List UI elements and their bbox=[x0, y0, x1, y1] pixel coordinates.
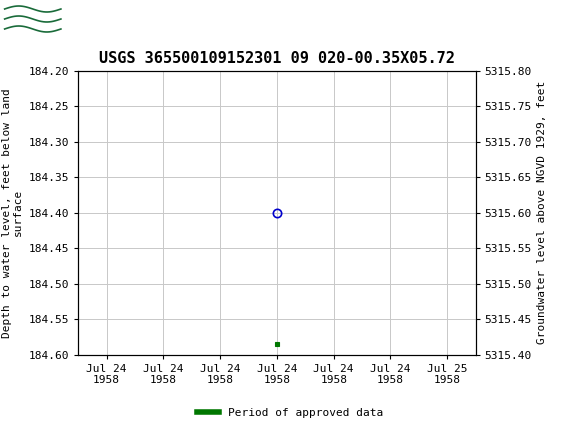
Text: USGS: USGS bbox=[67, 10, 122, 28]
Y-axis label: Depth to water level, feet below land
surface: Depth to water level, feet below land su… bbox=[2, 88, 23, 338]
Bar bbox=[3, 2, 61, 38]
Y-axis label: Groundwater level above NGVD 1929, feet: Groundwater level above NGVD 1929, feet bbox=[538, 81, 548, 344]
Title: USGS 365500109152301 09 020-00.35X05.72: USGS 365500109152301 09 020-00.35X05.72 bbox=[99, 51, 455, 66]
Legend: Period of approved data: Period of approved data bbox=[193, 403, 387, 422]
